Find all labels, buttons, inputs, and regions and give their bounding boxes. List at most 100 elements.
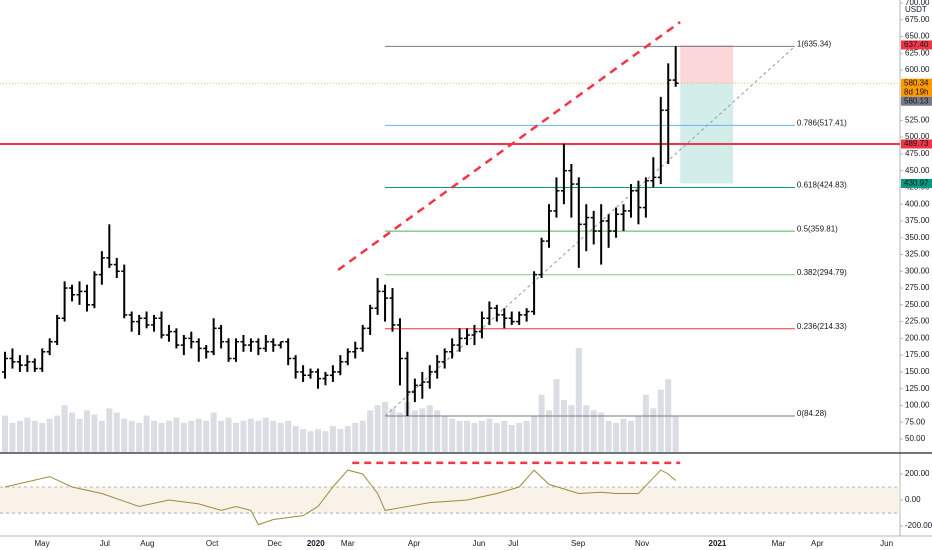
y-tick-label: 100.00	[905, 401, 930, 410]
indicator-line	[4, 469, 677, 526]
volume-bar	[590, 410, 597, 452]
volume-bar	[54, 415, 61, 452]
x-tick-label: Aug	[140, 539, 154, 548]
volume-bar	[31, 420, 38, 452]
y-tick-label: 375.00	[905, 216, 930, 225]
fib-label: 0(84.28)	[797, 409, 827, 418]
volume-bar	[642, 394, 649, 452]
fib-label: 0.236(214.33)	[797, 322, 847, 331]
volume-bar	[9, 422, 16, 452]
y-tick-label: 150.00	[905, 367, 930, 376]
volume-bar	[128, 420, 135, 452]
y-tick-label: 200.00	[905, 333, 930, 342]
volume-bar	[389, 408, 396, 452]
volume-bar	[322, 431, 329, 452]
volume-bar	[434, 410, 441, 452]
volume-bar	[635, 415, 642, 452]
volume-bar	[672, 415, 679, 452]
y-tick-label: 225.00	[905, 317, 930, 326]
y-tick-label: 300.00	[905, 266, 930, 275]
volume-bar	[247, 418, 254, 452]
volume-bar	[374, 405, 381, 452]
x-tick-label: May	[34, 539, 49, 548]
volume-bar	[546, 410, 553, 452]
volume-bar	[98, 420, 105, 452]
x-tick-label: 2020	[307, 539, 325, 548]
stop-zone	[680, 44, 734, 84]
x-tick-label: Oct	[206, 539, 219, 548]
price-tag	[901, 78, 932, 88]
y-tick-label: 625.00	[905, 48, 930, 57]
y-tick-label: 600.00	[905, 65, 930, 74]
y-tick-label: 400.00	[905, 199, 930, 208]
volume-bar	[486, 418, 493, 452]
volume-bar	[121, 418, 128, 452]
volume-bar	[471, 422, 478, 452]
volume-bar	[173, 417, 180, 452]
fib-label: 0.618(424.83)	[797, 181, 847, 190]
target-zone	[680, 83, 734, 184]
fib-label: 0.382(294.79)	[797, 268, 847, 277]
volume-bar	[61, 405, 68, 452]
fib-label: 1(635.34)	[797, 39, 832, 48]
volume-bar	[367, 410, 374, 452]
volume-bar	[165, 420, 172, 452]
volume-bar	[329, 426, 336, 452]
x-tick-label: Nov	[635, 539, 649, 548]
y-tick-label: -200.00	[905, 521, 932, 530]
volume-bar	[501, 420, 508, 452]
volume-bar	[225, 417, 232, 452]
x-tick-label: 2021	[709, 539, 727, 548]
price-tag-label: 8d 19h	[904, 87, 928, 96]
x-tick-label: Apr	[811, 539, 824, 548]
volume-bar	[233, 422, 240, 452]
volume-bar	[307, 431, 314, 452]
volume-bar	[151, 420, 158, 452]
volume-bar	[262, 417, 269, 452]
fib-label: 0.5(359.81)	[797, 224, 838, 233]
volume-bar	[426, 405, 433, 452]
price-tag	[901, 139, 932, 149]
volume-bar	[136, 422, 143, 452]
volume-bar	[613, 422, 620, 452]
price-tag	[901, 87, 932, 97]
volume-bar	[106, 408, 113, 452]
x-tick-label: Jun	[880, 539, 893, 548]
y-tick-label: 500.00	[905, 132, 930, 141]
volume-bar	[449, 418, 456, 452]
volume-bar	[568, 405, 575, 452]
volume-bar	[337, 429, 344, 452]
volume-bar	[69, 412, 76, 452]
x-tick-label: Apr	[408, 539, 421, 548]
y-tick-label: 250.00	[905, 300, 930, 309]
volume-bar	[16, 420, 23, 452]
volume-bar	[91, 414, 98, 452]
y-tick-label: 125.00	[905, 384, 930, 393]
volume-bar	[46, 418, 53, 452]
x-tick-label: Mar	[772, 539, 786, 548]
volume-bar	[583, 405, 590, 452]
volume-bar	[83, 410, 90, 452]
price-tag	[901, 96, 932, 106]
volume-bar	[560, 400, 567, 452]
volume-bar	[382, 402, 389, 452]
x-tick-label: Mar	[341, 539, 355, 548]
volume-bar	[508, 424, 515, 452]
volume-bar	[210, 412, 217, 452]
volume-bar	[344, 426, 351, 452]
volume-bar	[516, 422, 523, 452]
y-tick-label: 200.00	[905, 469, 930, 478]
volume-bar	[292, 426, 299, 452]
x-tick-label: Jul	[100, 539, 110, 548]
volume-bar	[359, 420, 366, 452]
volume-bar	[218, 420, 225, 452]
price-tag-label: 489.73	[904, 139, 929, 148]
price-tag-label: 430.97	[904, 179, 929, 188]
y-tick-label: 650.00	[905, 32, 930, 41]
y-tick-label: 275.00	[905, 283, 930, 292]
price-tag-label: 637.40	[904, 40, 929, 49]
y-tick-label: 700.00	[905, 0, 930, 7]
volume-bar	[76, 418, 83, 452]
volume-bar	[627, 420, 634, 452]
volume-bar	[478, 420, 485, 452]
